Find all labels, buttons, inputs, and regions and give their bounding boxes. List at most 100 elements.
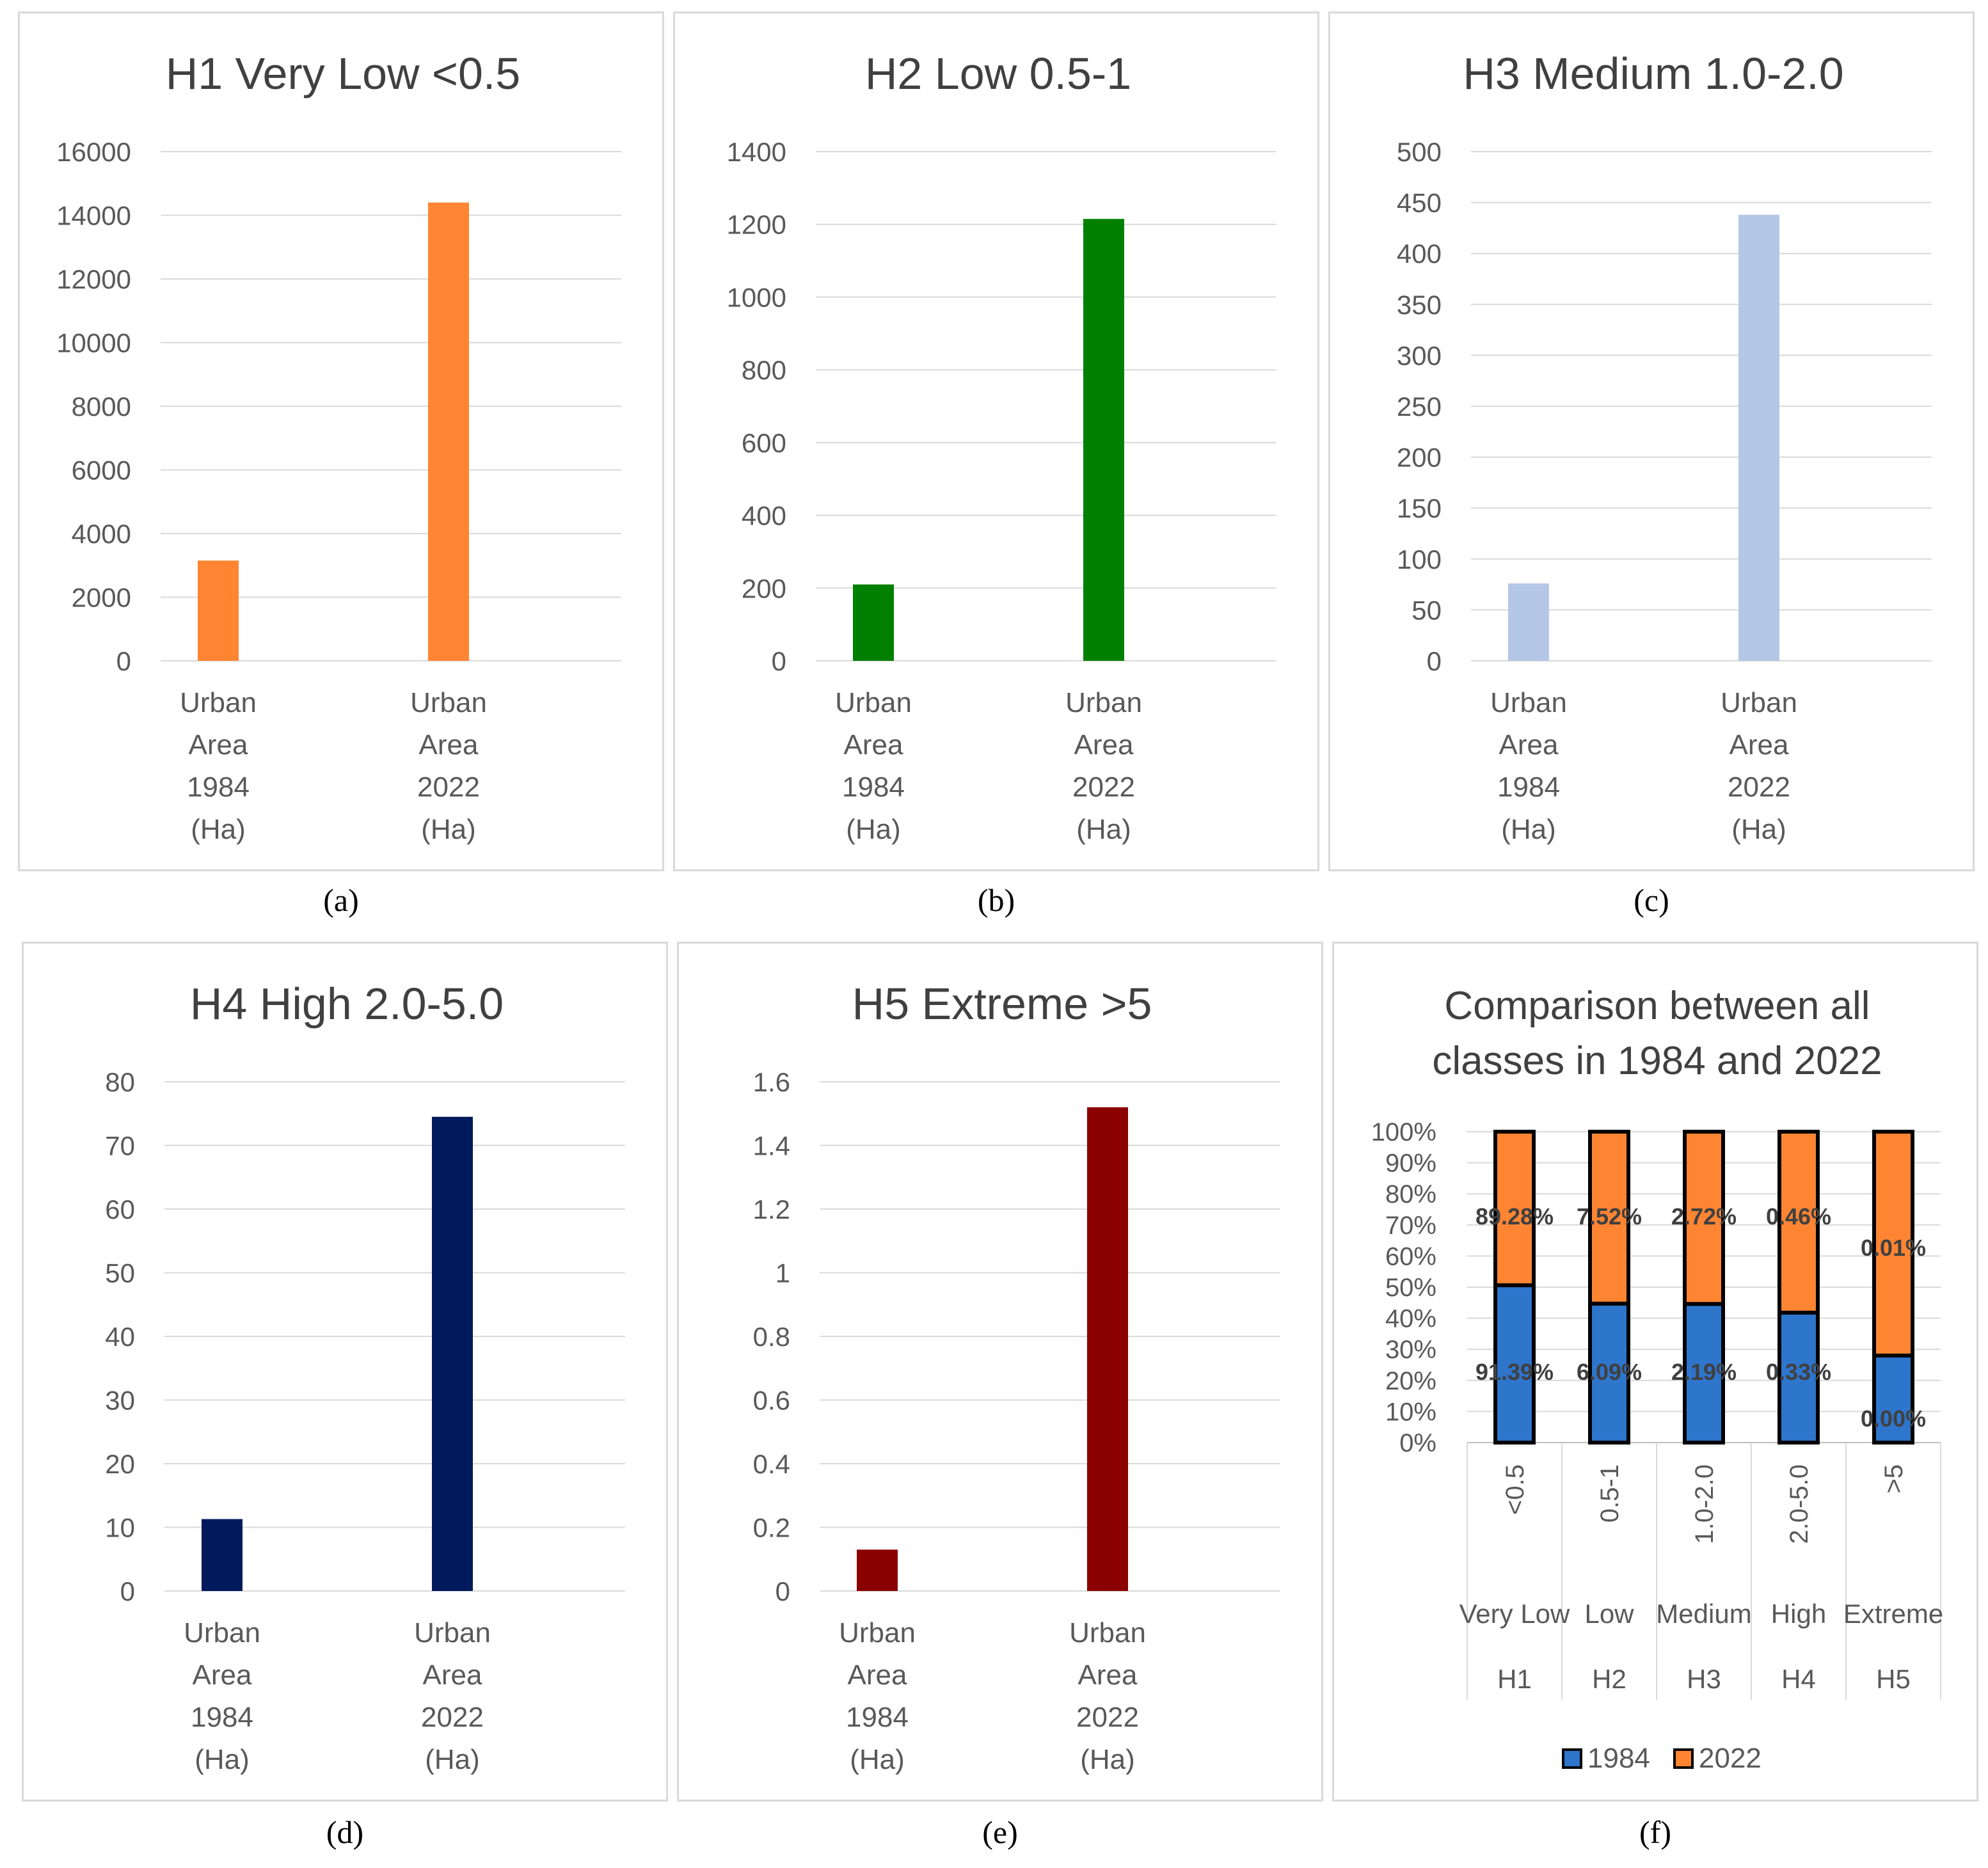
- data-label: 0.01%: [1861, 1235, 1926, 1261]
- bar-0: [202, 1519, 243, 1591]
- x-tick-label: 1984: [1497, 772, 1560, 803]
- bar-1984-2: [1683, 1302, 1725, 1445]
- y-tick-label: 80: [105, 1067, 135, 1097]
- x-tick-label: Urban: [839, 1617, 916, 1649]
- x-tick-label: Area: [193, 1659, 252, 1691]
- x-tick-label: (Ha): [1501, 814, 1556, 845]
- y-tick-label: 80%: [1385, 1180, 1436, 1208]
- bar-0: [1508, 583, 1549, 661]
- caption-a: (a): [323, 882, 359, 918]
- legend-swatch-2022: [1673, 1748, 1694, 1769]
- x-tick-label: (Ha): [195, 1744, 250, 1775]
- legend-swatch-1984: [1562, 1748, 1582, 1769]
- y-tick-label: 0%: [1399, 1429, 1436, 1457]
- x-tick-label: 1.0-2.0: [1690, 1464, 1719, 1544]
- y-tick-label: 50: [1411, 595, 1442, 625]
- bar-0: [198, 560, 239, 661]
- y-tick-label: 12000: [56, 264, 131, 294]
- x-tick-label: 2022: [421, 1702, 484, 1733]
- y-tick-label: 1400: [727, 137, 786, 167]
- x-tick-label: 2.0-5.0: [1785, 1464, 1813, 1544]
- x-tick-label: Area: [1078, 1659, 1138, 1691]
- class-code-label: H5: [1876, 1664, 1911, 1694]
- y-tick-label: 50%: [1385, 1274, 1436, 1302]
- y-tick-label: 600: [742, 428, 786, 458]
- y-tick-label: 0.4: [753, 1449, 790, 1479]
- data-label: 7.52%: [1577, 1203, 1642, 1230]
- y-tick-label: 400: [1397, 239, 1442, 269]
- y-tick-label: 2000: [72, 583, 131, 613]
- x-tick-label: <0.5: [1501, 1464, 1529, 1515]
- x-tick-label: (Ha): [191, 814, 246, 845]
- chart-panel-a: H1 Very Low <0.5 0 2000 4000 6000 8000 10000 12…: [18, 12, 664, 871]
- class-code-label: H2: [1592, 1664, 1626, 1694]
- bar-0: [853, 584, 894, 661]
- class-name-label: High: [1771, 1599, 1826, 1629]
- y-tick-label: 0.8: [753, 1322, 790, 1352]
- y-tick-label: 0: [1427, 646, 1442, 676]
- bar-1984-0: [1493, 1283, 1536, 1445]
- chart-d: H4 High 2.0-5.0 0 10 20 30 40 50 60 70 80 Urban Are…: [105, 979, 625, 1775]
- data-label: 91.39%: [1475, 1359, 1554, 1385]
- chart-panel-c: H3 Medium 1.0-2.0 0 50 100 150 200 250 300 350 40…: [1328, 12, 1975, 871]
- x-tick-label: (Ha): [1731, 814, 1786, 845]
- chart-title: Comparison between all: [1444, 984, 1870, 1028]
- legend-label: 1984: [1587, 1743, 1650, 1774]
- y-tick-label: 1: [775, 1258, 790, 1288]
- x-tick-label: 1984: [846, 1702, 909, 1733]
- y-tick-label: 100: [1397, 544, 1442, 574]
- y-tick-label: 0: [775, 1576, 790, 1606]
- y-tick-label: 0.2: [753, 1513, 790, 1543]
- x-tick-label: Area: [848, 1659, 907, 1691]
- data-label: 0.33%: [1766, 1359, 1831, 1385]
- x-tick-label: 2022: [417, 772, 480, 803]
- bar-2022-3: [1777, 1130, 1820, 1315]
- chart-title: H1 Very Low <0.5: [166, 49, 521, 99]
- y-tick-label: 60: [105, 1194, 135, 1224]
- y-tick-label: 250: [1397, 392, 1442, 422]
- bar-1: [1083, 219, 1124, 661]
- y-tick-label: 0.6: [753, 1386, 790, 1416]
- y-tick-label: 200: [1397, 443, 1442, 473]
- x-tick-label: 1984: [191, 1702, 253, 1733]
- bar-1984-4: [1872, 1353, 1914, 1445]
- y-tick-label: 0: [116, 646, 131, 676]
- x-tick-label: (Ha): [850, 1744, 905, 1775]
- data-label: 89.28%: [1475, 1203, 1554, 1230]
- y-tick-label: 30: [105, 1386, 135, 1416]
- y-tick-label: 4000: [72, 519, 131, 549]
- y-tick-label: 60%: [1385, 1242, 1436, 1270]
- class-code-label: H1: [1497, 1664, 1532, 1694]
- y-tick-label: 150: [1397, 493, 1442, 523]
- x-tick-label: Area: [844, 729, 903, 761]
- y-tick-label: 40%: [1385, 1305, 1436, 1333]
- x-tick-label: Area: [1499, 729, 1559, 761]
- chart-title: H3 Medium 1.0-2.0: [1463, 49, 1843, 99]
- x-tick-label: Urban: [1069, 1617, 1146, 1649]
- chart-f: Comparison between all classes in 1984 an…: [1371, 984, 1944, 1774]
- x-tick-label: Area: [423, 1659, 482, 1691]
- bar-1: [428, 202, 469, 661]
- bar-1984-1: [1588, 1301, 1630, 1445]
- chart-b: H2 Low 0.5-1 0 200 400 600 800 1000 1200 1400 Urb…: [727, 49, 1276, 845]
- class-name-label: Extreme: [1843, 1599, 1943, 1629]
- x-tick-label: Area: [1730, 729, 1789, 761]
- x-tick-label: Urban: [1721, 687, 1797, 718]
- y-tick-label: 6000: [72, 455, 131, 486]
- data-label: 2.72%: [1671, 1203, 1737, 1230]
- y-tick-label: 16000: [56, 137, 131, 167]
- x-tick-label: Urban: [414, 1617, 491, 1649]
- chart-a: H1 Very Low <0.5 0 2000 4000 6000 8000 10000 12…: [56, 49, 621, 845]
- x-tick-label: (Ha): [1076, 814, 1131, 845]
- bar-2022-2: [1683, 1130, 1725, 1306]
- x-tick-label: >5: [1880, 1464, 1908, 1494]
- y-tick-label: 800: [742, 355, 786, 385]
- x-tick-label: Area: [419, 729, 479, 761]
- x-tick-label: Urban: [180, 687, 257, 718]
- x-tick-label: (Ha): [425, 1744, 480, 1775]
- caption-c: (c): [1634, 882, 1669, 918]
- x-tick-label: (Ha): [421, 814, 476, 845]
- chart-title: H2 Low 0.5-1: [865, 49, 1131, 99]
- class-code-label: H3: [1687, 1664, 1721, 1694]
- chart-panel-b: H2 Low 0.5-1 0 200 400 600 800 1000 1200 1400 Urb…: [673, 12, 1319, 871]
